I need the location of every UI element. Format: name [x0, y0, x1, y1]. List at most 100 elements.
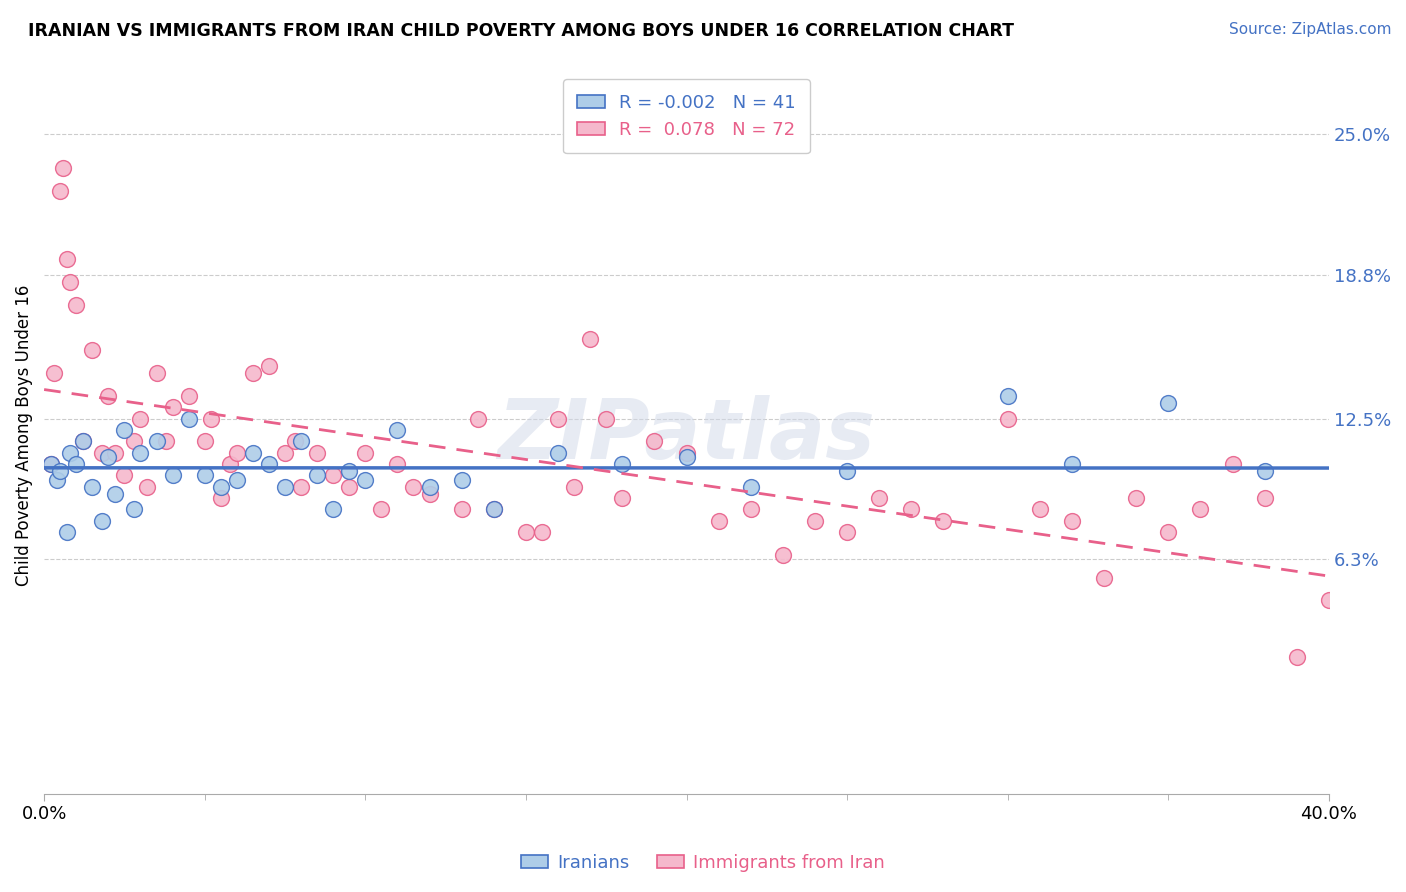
Point — [467, 411, 489, 425]
Point — [82, 480, 104, 494]
Point — [322, 502, 344, 516]
Point — [55, 525, 77, 540]
Point — [46, 473, 69, 487]
Point — [49, 184, 72, 198]
Point — [200, 411, 222, 425]
Point — [1157, 525, 1180, 540]
Point — [90, 445, 112, 459]
Point — [530, 525, 553, 540]
Point — [579, 332, 602, 346]
Point — [209, 491, 232, 505]
Point — [1060, 457, 1083, 471]
Point — [82, 343, 104, 358]
Point — [72, 434, 94, 449]
Legend: R = -0.002   N = 41, R =  0.078   N = 72: R = -0.002 N = 41, R = 0.078 N = 72 — [562, 79, 810, 153]
Point — [49, 464, 72, 478]
Point — [612, 491, 634, 505]
Point — [290, 480, 312, 494]
Point — [39, 457, 62, 471]
Point — [1382, 627, 1405, 641]
Point — [370, 502, 392, 516]
Point — [707, 514, 730, 528]
Point — [595, 411, 617, 425]
Point — [450, 502, 472, 516]
Point — [97, 389, 120, 403]
Point — [900, 502, 922, 516]
Point — [145, 434, 167, 449]
Point — [225, 473, 247, 487]
Point — [162, 468, 184, 483]
Point — [402, 480, 425, 494]
Point — [52, 161, 75, 176]
Point — [354, 445, 377, 459]
Point — [225, 445, 247, 459]
Point — [257, 457, 280, 471]
Point — [547, 445, 569, 459]
Point — [419, 486, 441, 500]
Point — [1189, 502, 1212, 516]
Point — [162, 400, 184, 414]
Point — [274, 445, 297, 459]
Point — [868, 491, 890, 505]
Point — [104, 445, 127, 459]
Point — [65, 298, 87, 312]
Point — [997, 411, 1019, 425]
Point — [740, 480, 762, 494]
Point — [515, 525, 537, 540]
Point — [155, 434, 177, 449]
Point — [59, 275, 82, 289]
Point — [112, 468, 135, 483]
Point — [55, 252, 77, 267]
Point — [1253, 464, 1275, 478]
Point — [122, 434, 145, 449]
Point — [337, 480, 360, 494]
Point — [290, 434, 312, 449]
Point — [1029, 502, 1052, 516]
Point — [104, 486, 127, 500]
Point — [1125, 491, 1147, 505]
Point — [1253, 491, 1275, 505]
Point — [932, 514, 955, 528]
Point — [482, 502, 505, 516]
Point — [387, 457, 409, 471]
Point — [97, 450, 120, 465]
Text: Source: ZipAtlas.com: Source: ZipAtlas.com — [1229, 22, 1392, 37]
Point — [772, 548, 794, 562]
Point — [740, 502, 762, 516]
Point — [1157, 395, 1180, 409]
Point — [42, 366, 65, 380]
Point — [1222, 457, 1244, 471]
Legend: Iranians, Immigrants from Iran: Iranians, Immigrants from Iran — [515, 847, 891, 880]
Point — [1350, 571, 1372, 585]
Point — [354, 473, 377, 487]
Point — [322, 468, 344, 483]
Point — [274, 480, 297, 494]
Point — [177, 411, 200, 425]
Text: ZIPatlas: ZIPatlas — [498, 395, 876, 476]
Point — [337, 464, 360, 478]
Point — [65, 457, 87, 471]
Point — [129, 411, 152, 425]
Point — [194, 468, 217, 483]
Point — [135, 480, 157, 494]
Point — [450, 473, 472, 487]
Point — [307, 445, 329, 459]
Point — [39, 457, 62, 471]
Point — [547, 411, 569, 425]
Point — [1285, 650, 1308, 665]
Point — [307, 468, 329, 483]
Point — [122, 502, 145, 516]
Point — [1060, 514, 1083, 528]
Point — [835, 464, 858, 478]
Y-axis label: Child Poverty Among Boys Under 16: Child Poverty Among Boys Under 16 — [15, 285, 32, 586]
Point — [129, 445, 152, 459]
Text: IRANIAN VS IMMIGRANTS FROM IRAN CHILD POVERTY AMONG BOYS UNDER 16 CORRELATION CH: IRANIAN VS IMMIGRANTS FROM IRAN CHILD PO… — [28, 22, 1014, 40]
Point — [90, 514, 112, 528]
Point — [219, 457, 242, 471]
Point — [997, 389, 1019, 403]
Point — [242, 366, 264, 380]
Point — [562, 480, 585, 494]
Point — [643, 434, 665, 449]
Point — [1092, 571, 1115, 585]
Point — [209, 480, 232, 494]
